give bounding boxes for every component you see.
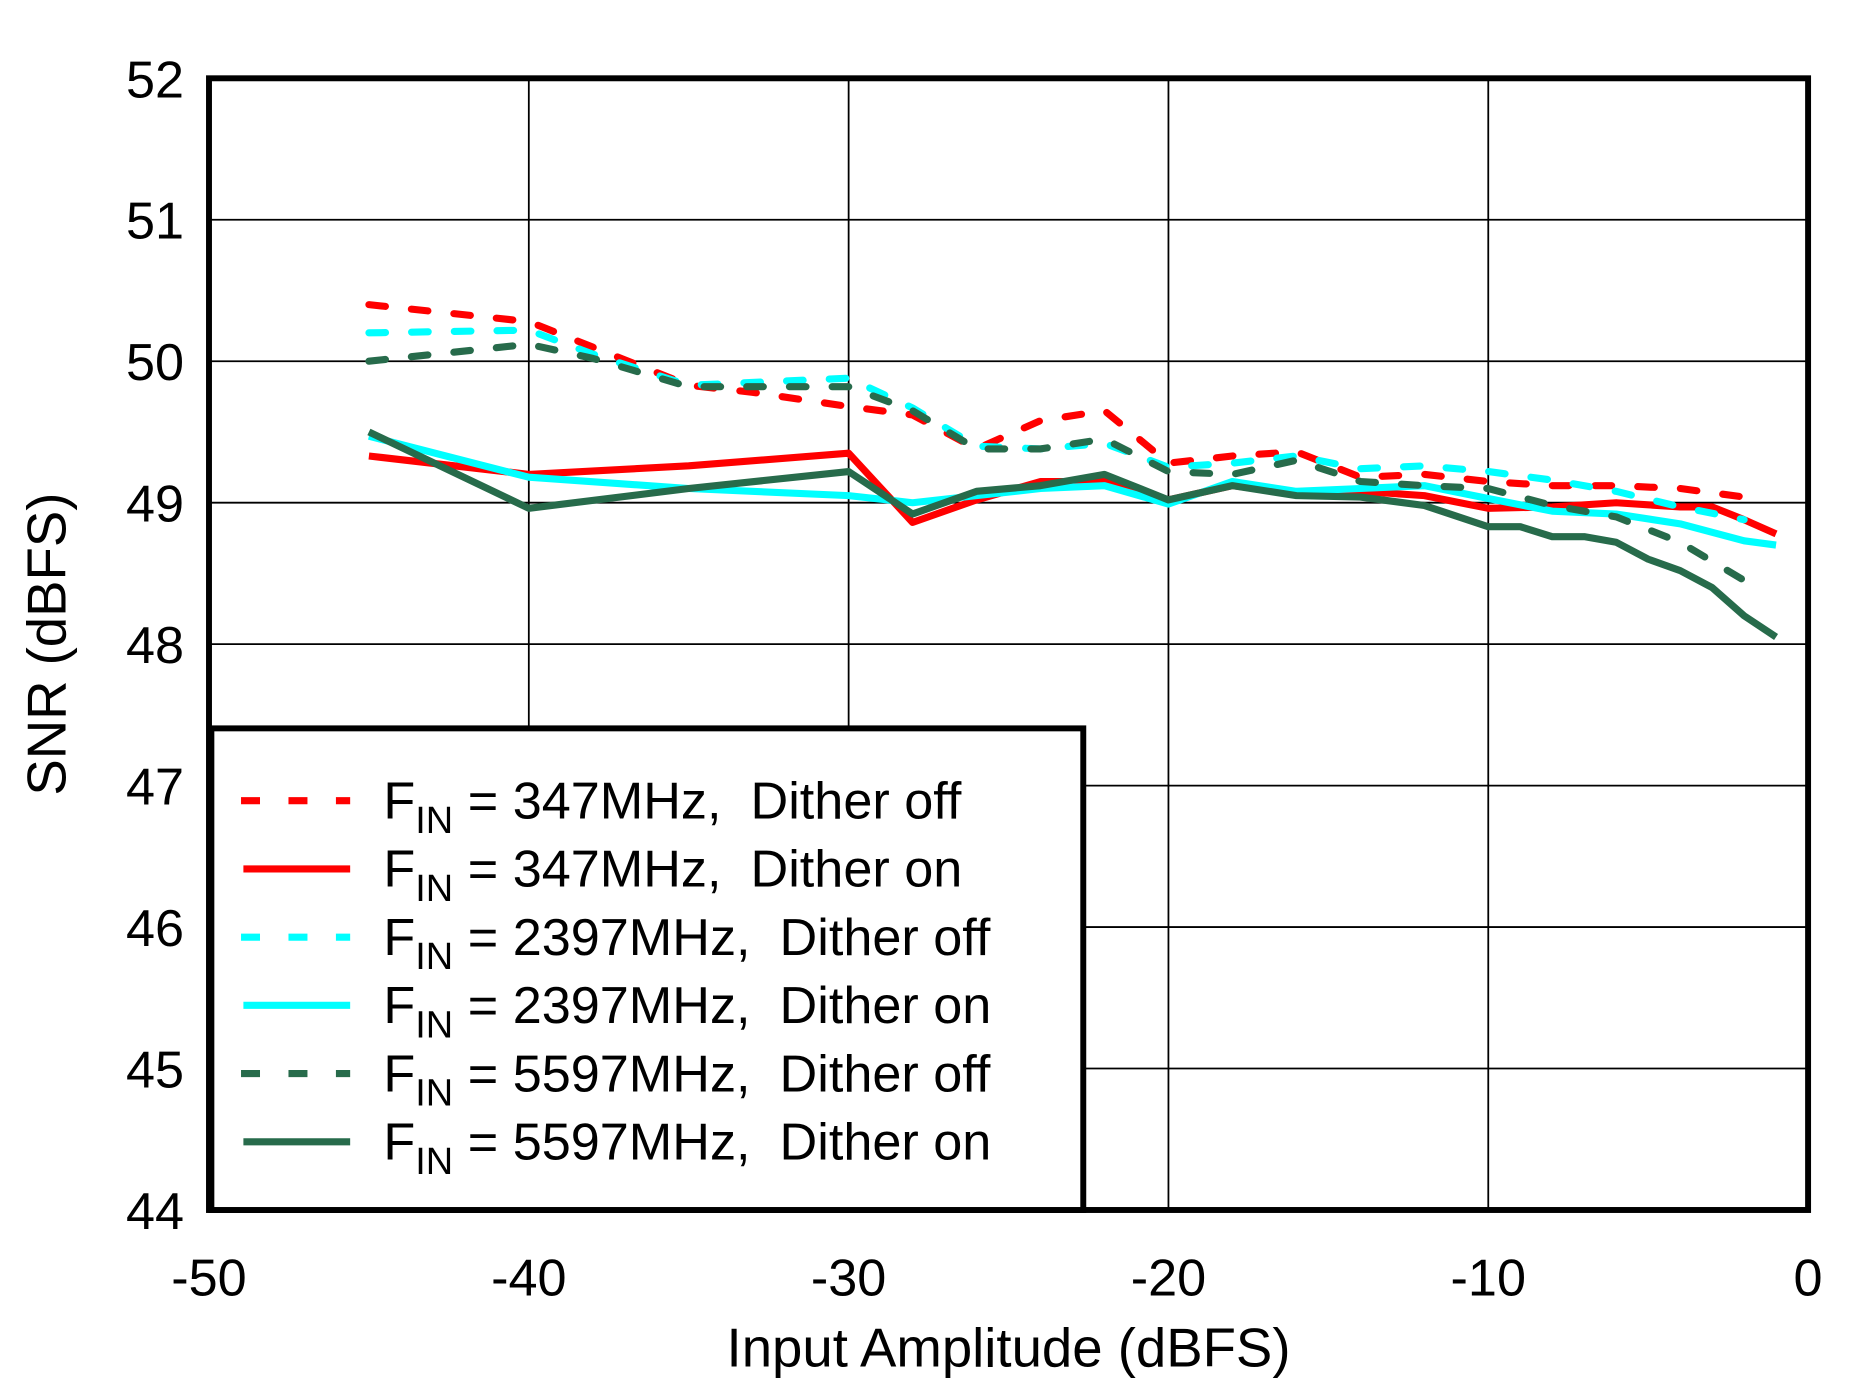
x-tick-label: -10 <box>1451 1249 1526 1307</box>
legend-label-subscript: IN <box>415 936 453 978</box>
legend-label-6: FIN = 5597MHz, Dither on <box>383 1114 991 1183</box>
legend-box <box>208 725 1087 1213</box>
legend-label-subscript: IN <box>415 1004 453 1046</box>
legend-label-text: = 2397MHz, Dither off <box>453 909 991 967</box>
legend-label-5: FIN = 5597MHz, Dither off <box>383 1045 990 1114</box>
y-tick-label: 44 <box>126 1183 184 1241</box>
y-tick-label: 48 <box>126 617 184 675</box>
y-tick-label: 47 <box>126 759 184 817</box>
series-line-1 <box>365 301 1748 501</box>
legend-label-prefix: F <box>383 841 415 899</box>
series-line-4 <box>368 432 1777 549</box>
legend-label-prefix: F <box>383 909 415 967</box>
legend-label-subscript: IN <box>415 1141 453 1183</box>
legend-label-1: FIN = 347MHz, Dither off <box>383 773 961 842</box>
legend-label-text: = 2397MHz, Dither on <box>453 977 991 1035</box>
legend-label-text: = 5597MHz, Dither off <box>453 1045 991 1103</box>
legend-label-text: = 347MHz, Dither off <box>453 773 962 831</box>
tick-labels: -50 -40 -30 -20 -10 0 44 45 46 47 48 49 50 51 52 <box>126 51 1823 1307</box>
y-tick-label: 46 <box>126 900 184 958</box>
series-line-6 <box>367 428 1779 640</box>
x-tick-label: -50 <box>171 1249 246 1307</box>
x-tick-label: 0 <box>1794 1249 1823 1307</box>
legend-label-prefix: F <box>383 1114 415 1172</box>
y-tick-label: 45 <box>126 1042 184 1100</box>
legend-label-prefix: F <box>383 977 415 1035</box>
legend-label-subscript: IN <box>415 800 453 842</box>
x-axis-label: Input Amplitude (dBFS) <box>727 1318 1291 1379</box>
legend-label-4: FIN = 2397MHz, Dither on <box>383 977 991 1046</box>
legend-label-text: = 347MHz, Dither on <box>453 841 962 899</box>
x-tick-label: -40 <box>491 1249 566 1307</box>
y-tick-label: 51 <box>126 193 184 251</box>
legend-label-prefix: F <box>383 773 415 831</box>
y-tick-label: 50 <box>126 334 184 392</box>
x-tick-label: -30 <box>811 1249 886 1307</box>
series-line-3 <box>365 326 1748 524</box>
y-tick-label: 49 <box>126 476 184 534</box>
legend-label-subscript: IN <box>415 868 453 910</box>
series-line-2 <box>368 449 1778 538</box>
series-group <box>365 301 1779 640</box>
legend-label-3: FIN = 2397MHz, Dither off <box>383 909 990 978</box>
series-line-5 <box>365 340 1748 584</box>
legend-label-2: FIN = 347MHz, Dither on <box>383 841 962 910</box>
legend-label-text: = 5597MHz, Dither on <box>453 1114 991 1172</box>
legend-label-prefix: F <box>383 1045 415 1103</box>
y-axis-label: SNR (dBFS) <box>16 493 77 796</box>
y-tick-label: 52 <box>126 51 184 109</box>
legend-label-subscript: IN <box>415 1073 453 1115</box>
x-tick-label: -20 <box>1131 1249 1206 1307</box>
